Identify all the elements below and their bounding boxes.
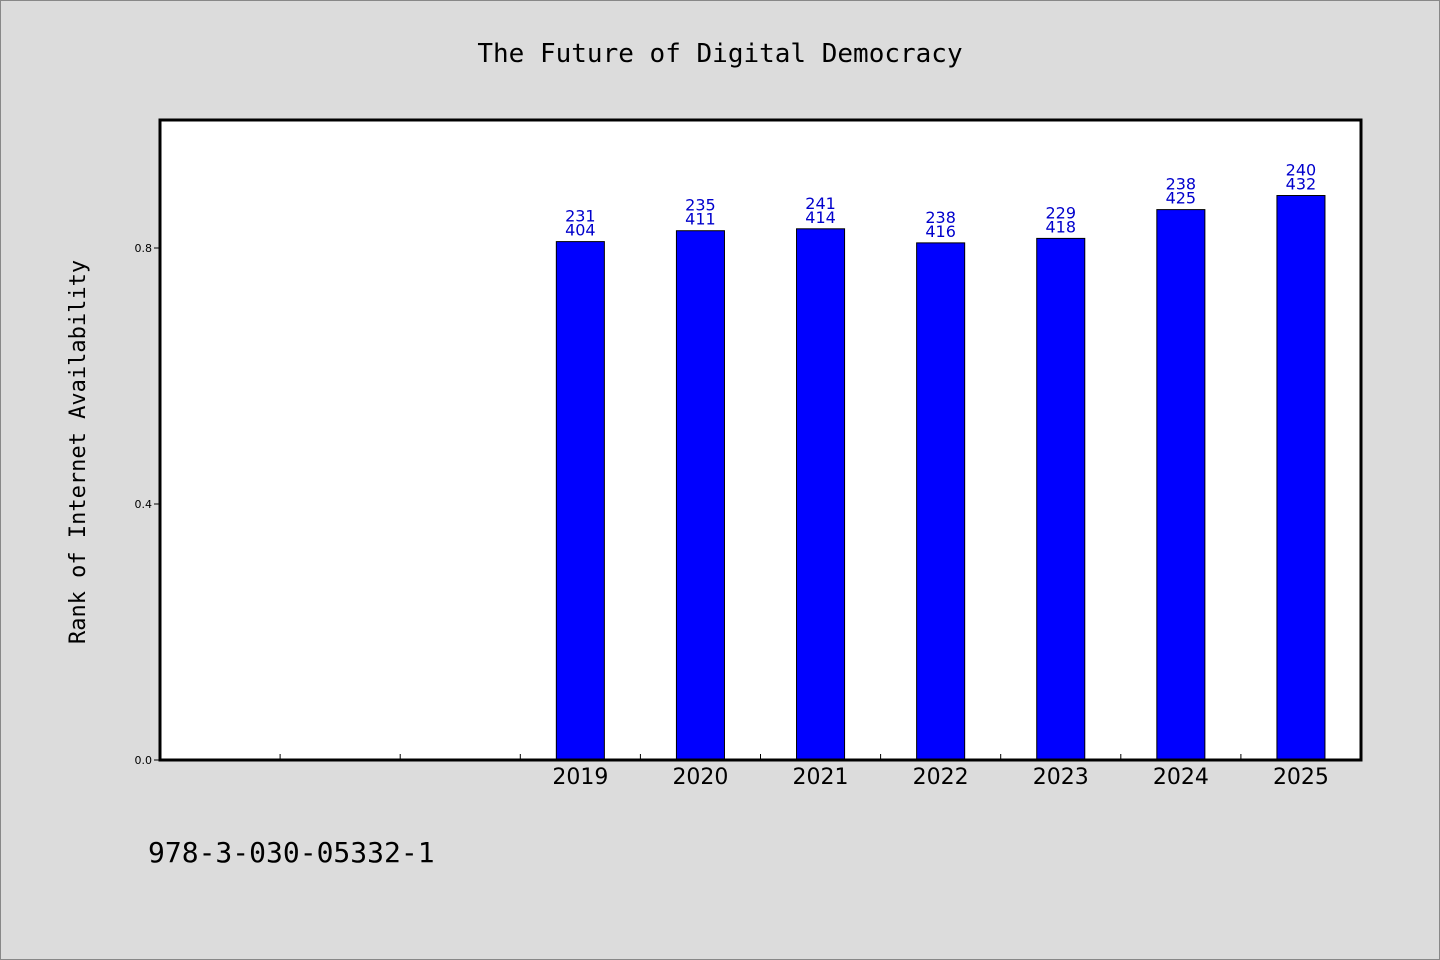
x-tick-label: 2021 — [793, 765, 849, 790]
x-tick-label: 2025 — [1273, 765, 1329, 790]
bar-2025 — [1276, 195, 1326, 761]
data-label: 414 — [805, 208, 836, 227]
bars — [555, 195, 1326, 761]
data-label: 432 — [1286, 175, 1317, 194]
data-label: 238 — [925, 208, 956, 227]
x-tick-label: 2024 — [1153, 765, 1209, 790]
bar-2021 — [796, 228, 846, 761]
y-tick-label: 0.0 — [135, 754, 153, 767]
data-label: 235 — [685, 196, 716, 215]
bar-2022 — [916, 242, 966, 761]
data-label: 241 — [805, 194, 836, 213]
y-tick-label: 0.8 — [135, 242, 153, 255]
data-label: 229 — [1045, 203, 1076, 222]
data-label: 425 — [1166, 189, 1197, 208]
data-label: 240 — [1286, 161, 1317, 180]
bar-2024 — [1156, 209, 1206, 761]
x-tick-label: 2023 — [1033, 765, 1089, 790]
x-tick-label: 2022 — [913, 765, 969, 790]
bar-2023 — [1036, 237, 1086, 761]
bar-2020 — [675, 230, 725, 761]
x-tick-label: 2020 — [672, 765, 728, 790]
chart-title: The Future of Digital Democracy — [477, 39, 962, 69]
axis-ticks: 2019 2020 2021 2022 2023 2024 2025 0.0 0.4 0.8 — [135, 242, 1329, 790]
plot-border — [158, 118, 1363, 762]
y-axis-label: Rank of Internet Availability — [66, 260, 91, 644]
data-label: 411 — [685, 210, 716, 229]
data-label: 231 — [565, 207, 596, 226]
bar-2019 — [555, 241, 605, 761]
data-label: 404 — [565, 221, 596, 240]
data-label: 416 — [925, 222, 956, 241]
y-tick-label: 0.4 — [135, 498, 153, 511]
footer-isbn: 978-3-030-05332-1 — [148, 836, 435, 869]
data-label: 238 — [1166, 175, 1197, 194]
x-tick-label: 2019 — [552, 765, 608, 790]
data-label: 418 — [1045, 217, 1076, 236]
